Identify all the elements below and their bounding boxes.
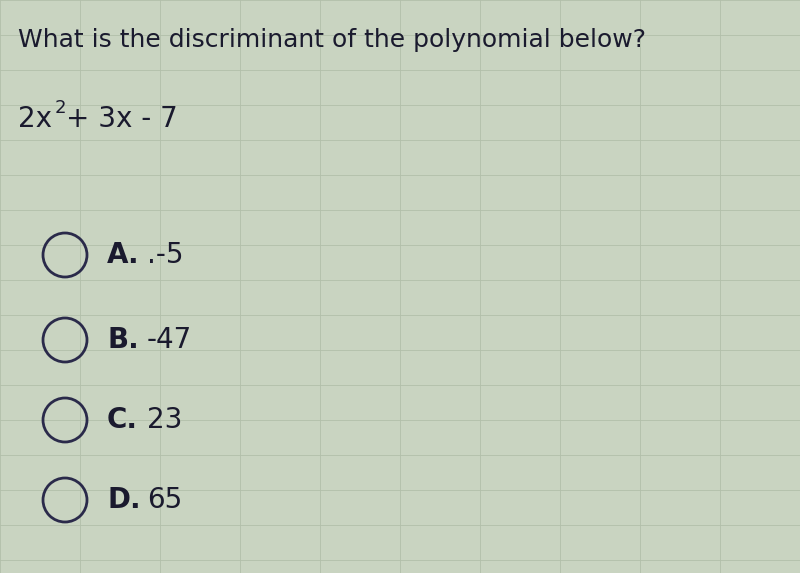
Text: B.: B. [107,326,138,354]
Text: 23: 23 [147,406,182,434]
Text: C.: C. [107,406,138,434]
Text: + 3x - 7: + 3x - 7 [66,105,178,133]
Text: D.: D. [107,486,141,514]
Text: 2x: 2x [18,105,52,133]
Text: 65: 65 [147,486,182,514]
Text: A.: A. [107,241,140,269]
Text: 2: 2 [55,99,66,117]
Text: .-5: .-5 [147,241,183,269]
Text: What is the discriminant of the polynomial below?: What is the discriminant of the polynomi… [18,28,646,52]
Text: -47: -47 [147,326,192,354]
